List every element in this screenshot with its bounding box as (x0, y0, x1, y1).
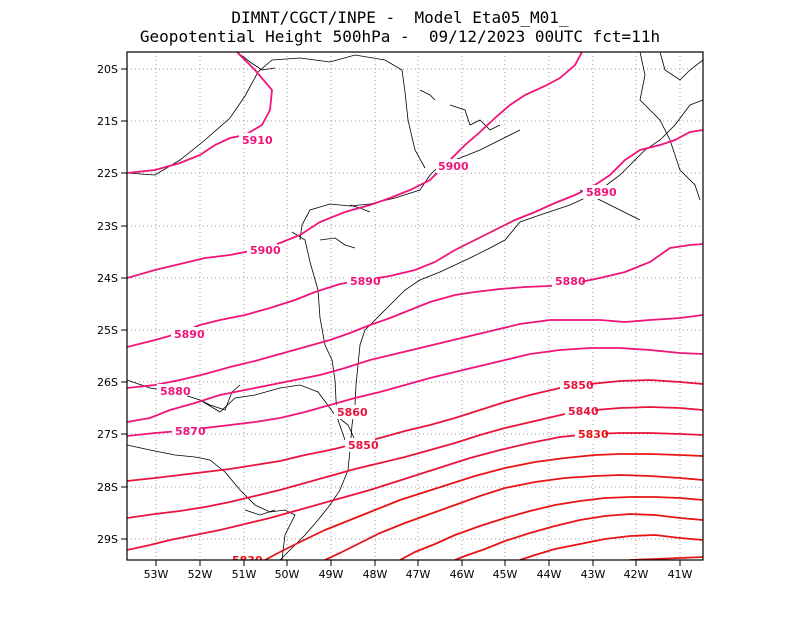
lat-label: 21S (97, 115, 118, 128)
contour-label: 5880 (555, 275, 586, 288)
contour-labels: 5910 5900 5900 5890 5890 5890 5880 5880 … (157, 133, 617, 567)
contour-label: 5880 (160, 385, 191, 398)
lon-label: 43W (581, 568, 606, 581)
political-boundaries (127, 52, 703, 560)
lon-label: 49W (319, 568, 344, 581)
contour-label: 5850 (563, 379, 594, 392)
lat-label: 26S (97, 376, 118, 389)
lon-label: 50W (275, 568, 300, 581)
latitude-labels: 20S 21S 22S 23S 24S 25S 26S 27S 28S 29S (97, 63, 118, 546)
contour-label: 5890 (174, 328, 205, 341)
lat-label: 25S (97, 324, 118, 337)
lon-label: 48W (363, 568, 388, 581)
lat-label: 20S (97, 63, 118, 76)
contour-label: 5910 (242, 134, 273, 147)
contour-label: 5900 (250, 244, 281, 257)
contour-label: 5850 (348, 439, 379, 452)
lon-label: 44W (537, 568, 562, 581)
contour-label: 5900 (438, 160, 469, 173)
contour-label: 5870 (175, 425, 206, 438)
contours-mid (127, 379, 703, 551)
lon-label: 41W (668, 568, 693, 581)
contour-label: 5840 (568, 405, 599, 418)
lat-label: 23S (97, 220, 118, 233)
lon-label: 53W (144, 568, 169, 581)
map-title-line-2: Geopotential Height 500hPa - 09/12/2023 … (139, 27, 661, 46)
lon-label: 42W (624, 568, 649, 581)
lat-label: 28S (97, 481, 118, 494)
lon-label: 47W (406, 568, 431, 581)
graticule (127, 52, 703, 560)
lon-label: 46W (450, 568, 475, 581)
lat-label: 22S (97, 167, 118, 180)
tick-marks (121, 68, 681, 566)
map-frame (126, 51, 704, 561)
lon-label: 52W (188, 568, 213, 581)
lat-label: 24S (97, 272, 118, 285)
lat-label: 27S (97, 428, 118, 441)
lon-label: 51W (232, 568, 257, 581)
contour-label: 5830 (232, 554, 263, 567)
map-title-line-1: DIMNT/CGCT/INPE - Model Eta05_M01_ (231, 8, 569, 27)
lat-label: 29S (97, 533, 118, 546)
contour-label: 5890 (586, 186, 617, 199)
contour-label: 5890 (350, 275, 381, 288)
lon-label: 45W (493, 568, 518, 581)
longitude-labels: 53W 52W 51W 50W 49W 48W 47W 46W 45W 44W … (144, 568, 693, 581)
contours-low (264, 453, 703, 560)
contours-high (127, 52, 703, 437)
contour-label: 5860 (337, 406, 368, 419)
contour-label: 5830 (578, 428, 609, 441)
